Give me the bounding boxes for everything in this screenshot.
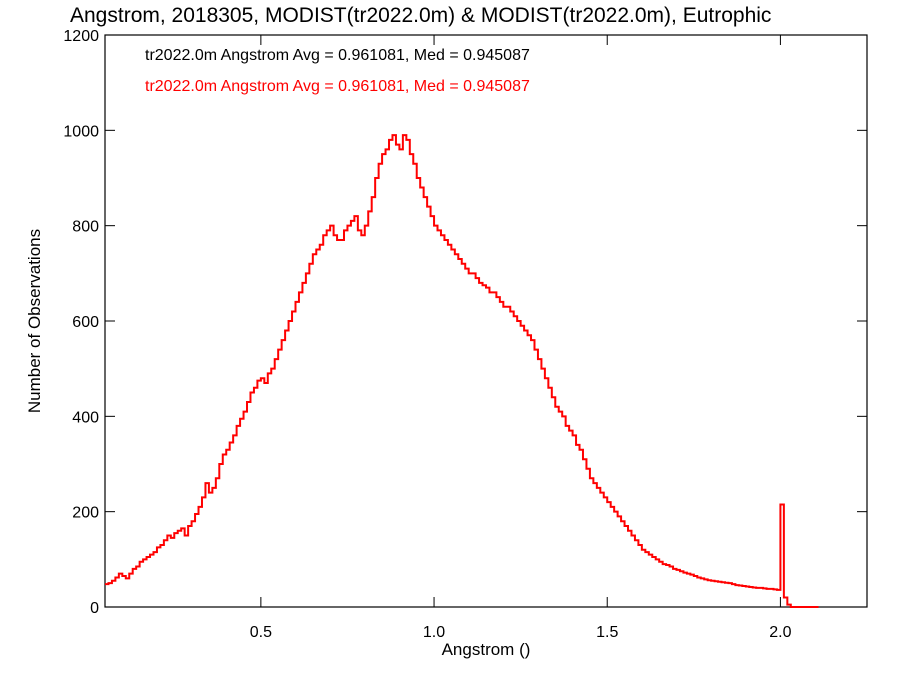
- x-tick-label: 1.0: [423, 624, 445, 641]
- legend-entry-2: tr2022.0m Angstrom Avg = 0.961081, Med =…: [145, 78, 530, 95]
- y-tick-label: 1200: [63, 28, 99, 45]
- y-tick-label: 1000: [63, 123, 99, 140]
- plot-frame: [104, 34, 868, 608]
- y-tick-label: 0: [90, 600, 99, 617]
- series-line: [105, 134, 819, 608]
- y-axis-label: Number of Observations: [25, 229, 44, 413]
- y-tick-label: 800: [72, 219, 99, 236]
- chart-title: Angstrom, 2018305, MODIST(tr2022.0m) & M…: [70, 4, 771, 27]
- legend-entry-1: tr2022.0m Angstrom Avg = 0.961081, Med =…: [145, 47, 530, 64]
- y-axis: 0 200 400 600 800 1000 1200: [63, 28, 867, 617]
- y-tick-label: 600: [72, 314, 99, 331]
- x-tick-label: 2.0: [769, 624, 791, 641]
- x-tick-label: 1.5: [596, 624, 618, 641]
- y-tick-label: 200: [72, 505, 99, 522]
- x-axis: 0.5 1.0 1.5 2.0: [250, 35, 792, 641]
- x-axis-label: Angstrom (): [442, 640, 531, 659]
- x-tick-label: 0.5: [250, 624, 272, 641]
- y-tick-label: 400: [72, 409, 99, 426]
